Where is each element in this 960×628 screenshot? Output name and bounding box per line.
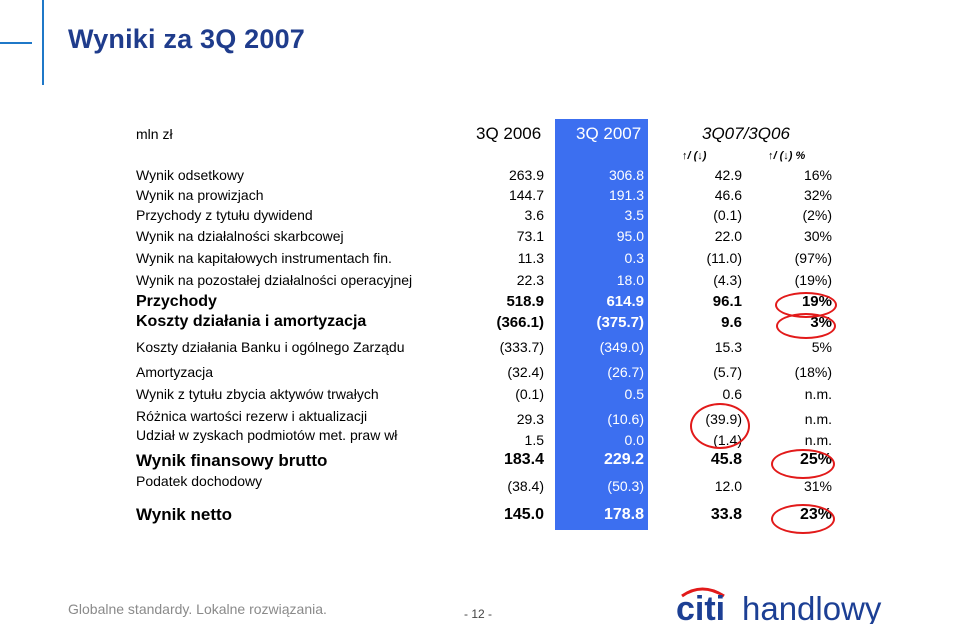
cell-v1: 22.3 <box>516 272 544 288</box>
highlight-column-3q2007 <box>555 119 648 530</box>
column-header-3q2006: 3Q 2006 <box>476 124 542 143</box>
cell-v4: n.m. <box>804 386 832 402</box>
row-label: Wynik na kapitałowych instrumentach fin. <box>136 250 392 266</box>
cell-v3: 12.0 <box>714 478 742 494</box>
row-label: Różnica wartości rezerw i aktualizacji <box>136 408 368 424</box>
cell-v1: (38.4) <box>507 478 544 494</box>
highlight-circle-koszty <box>776 313 836 339</box>
cell-v2: 229.2 <box>603 451 644 468</box>
cell-v1: 3.6 <box>524 207 544 223</box>
row-label: Koszty działania i amortyzacja <box>136 313 367 330</box>
highlight-circle-netto <box>771 504 835 534</box>
row-label: Wynik z tytułu zbycia aktywów trwałych <box>136 386 379 402</box>
row-label: Wynik na działalności skarbcowej <box>136 228 344 244</box>
cell-v2: 0.5 <box>624 386 644 402</box>
cell-v4: n.m. <box>804 432 832 448</box>
cell-v3: 45.8 <box>710 451 742 468</box>
cell-v4: 30% <box>803 228 832 244</box>
cell-v2: (375.7) <box>596 314 644 331</box>
subheader-percent-change: ↑/ (↓) % <box>768 150 806 162</box>
cell-v1: 183.4 <box>503 451 544 468</box>
cell-v1: 263.9 <box>508 167 544 183</box>
svg-text:citi: citi <box>676 590 725 624</box>
cell-v1: 1.5 <box>524 432 544 448</box>
column-header-change: 3Q07/3Q06 <box>702 124 790 143</box>
column-header-3q2007: 3Q 2007 <box>576 124 642 143</box>
cell-v3: 9.6 <box>721 314 742 331</box>
page-title: Wyniki za 3Q 2007 <box>68 24 306 54</box>
cell-v3: (4.3) <box>713 272 742 288</box>
unit-label: mln zł <box>136 126 173 142</box>
highlight-circle-brutto <box>771 449 835 479</box>
cell-v3: 15.3 <box>714 339 742 355</box>
cell-v2: (349.0) <box>599 339 644 355</box>
footer-slogan: Globalne standardy. Lokalne rozwiązania. <box>68 601 327 617</box>
cell-v1: 73.1 <box>516 228 544 244</box>
cell-v1: 145.0 <box>503 506 544 523</box>
cell-v2: 614.9 <box>606 293 644 310</box>
row-label: Koszty działania Banku i ogólnego Zarząd… <box>136 339 405 355</box>
cell-v1: (0.1) <box>515 386 544 402</box>
row-label: Wynik na prowizjach <box>136 187 264 203</box>
row-label: Podatek dochodowy <box>136 473 263 489</box>
cell-v3: 96.1 <box>712 293 742 310</box>
row-label: Udział w zyskach podmiotów met. praw wł <box>136 427 398 443</box>
row-label: Wynik na pozostałej działalności operacy… <box>136 272 413 288</box>
cell-v1: (333.7) <box>499 339 544 355</box>
decorative-horizontal-line <box>0 42 32 44</box>
cell-v4: (2%) <box>802 207 832 223</box>
cell-v2: 306.8 <box>608 167 644 183</box>
cell-v4: n.m. <box>804 411 832 427</box>
cell-v1: 518.9 <box>506 293 544 310</box>
highlight-circle-rezerwy <box>690 403 750 449</box>
row-label: Wynik netto <box>136 505 233 524</box>
cell-v3: 33.8 <box>710 506 742 523</box>
subheader-absolute-change: ↑/ (↓) <box>682 150 707 162</box>
cell-v2: 0.3 <box>624 250 644 266</box>
cell-v4: (19%) <box>794 272 832 288</box>
cell-v1: 29.3 <box>516 411 544 427</box>
cell-v2: (50.3) <box>607 478 644 494</box>
row-label: Przychody z tytułu dywidend <box>136 207 313 223</box>
cell-v3: (5.7) <box>713 364 742 380</box>
cell-v1: (32.4) <box>507 364 544 380</box>
row-label: Wynik finansowy brutto <box>136 451 328 470</box>
cell-v2: 178.8 <box>603 506 644 523</box>
cell-v3: (0.1) <box>713 207 742 223</box>
cell-v1: 11.3 <box>517 250 544 266</box>
cell-v4: (18%) <box>794 364 832 380</box>
row-label: Wynik odsetkowy <box>136 167 245 183</box>
cell-v3: 46.6 <box>714 187 742 203</box>
svg-text:handlowy: handlowy <box>742 590 882 624</box>
cell-v3: 0.6 <box>722 386 742 402</box>
cell-v3: 42.9 <box>714 167 742 183</box>
cell-v3: (11.0) <box>706 250 742 266</box>
cell-v2: 18.0 <box>616 272 644 288</box>
cell-v4: 16% <box>803 167 832 183</box>
cell-v4: 32% <box>803 187 832 203</box>
cell-v1: 144.7 <box>508 187 544 203</box>
cell-v2: (26.7) <box>607 364 644 380</box>
row-label: Amortyzacja <box>136 364 214 380</box>
cell-v2: 95.0 <box>616 228 644 244</box>
cell-v4: 5% <box>811 339 832 355</box>
cell-v1: (366.1) <box>496 314 544 331</box>
cell-v2: 3.5 <box>624 207 644 223</box>
cell-v2: 191.3 <box>608 187 644 203</box>
decorative-vertical-line <box>42 0 44 85</box>
page-number: - 12 - <box>464 607 493 621</box>
cell-v3: 22.0 <box>714 228 742 244</box>
cell-v4: 31% <box>803 478 832 494</box>
cell-v2: (10.6) <box>607 411 644 427</box>
citi-handlowy-logo: citi handlowy <box>676 587 882 624</box>
row-label: Przychody <box>136 293 217 310</box>
cell-v2: 0.0 <box>624 432 644 448</box>
cell-v4: (97%) <box>794 250 832 266</box>
